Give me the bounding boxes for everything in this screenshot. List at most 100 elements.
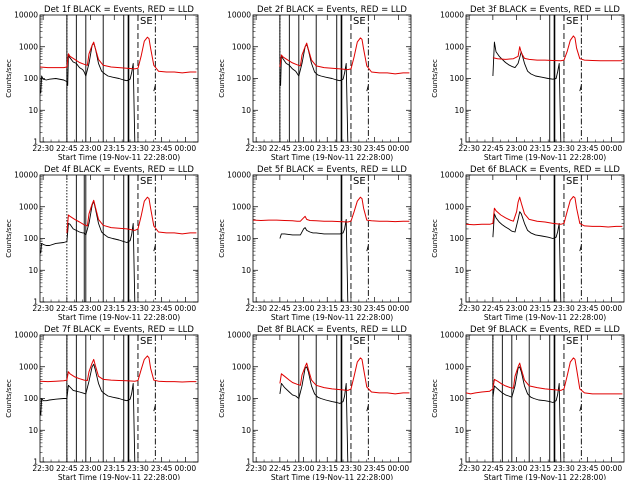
x-tick-label: 23:15 <box>103 464 125 473</box>
y-tick-label: 10000 <box>14 171 38 180</box>
marker-label-end: E <box>146 16 152 27</box>
y-tick-label: 10000 <box>14 331 38 340</box>
y-tick-label: 10000 <box>440 11 464 20</box>
chart-panel: Det 3f BLACK = Events, RED = LLD 1 10 100 10… <box>431 5 625 162</box>
y-axis-label: Counts/sec <box>218 379 226 418</box>
series-line-lld <box>492 35 623 62</box>
y-tick-label: 1 <box>459 298 464 307</box>
x-tick-label: 22:30 <box>458 304 480 313</box>
x-tick-label: 00:00 <box>175 304 197 313</box>
y-tick-label: 1 <box>246 298 251 307</box>
marker-label-end: E <box>359 176 365 187</box>
series-line-events <box>40 42 156 142</box>
y-tick-label: 1000 <box>445 362 464 371</box>
x-tick-label: 22:45 <box>269 144 291 153</box>
y-tick-label: 10 <box>241 106 251 115</box>
x-tick-label: 23:00 <box>80 464 102 473</box>
y-tick-label: 10 <box>454 266 464 275</box>
x-tick-label: 23:30 <box>340 144 362 153</box>
y-tick-label: 1 <box>246 458 251 467</box>
chart-panel: Det 7f BLACK = Events, RED = LLD 1 10 100 10… <box>5 325 199 480</box>
x-tick-label: 23:30 <box>340 304 362 313</box>
y-tick-label: 100 <box>450 74 465 83</box>
x-tick-label: 00:00 <box>601 464 623 473</box>
series-line-lld <box>279 357 410 395</box>
panel-title: Det 9f BLACK = Events, RED = LLD <box>470 325 620 335</box>
marker-label-start: S <box>566 176 572 187</box>
marker-label-start: S <box>353 16 359 27</box>
x-tick-label: 23:15 <box>103 304 125 313</box>
panel-title: Det 6f BLACK = Events, RED = LLD <box>470 165 620 175</box>
panel-title: Det 4f BLACK = Events, RED = LLD <box>44 165 194 175</box>
y-tick-label: 10000 <box>227 11 251 20</box>
series-line-events <box>492 211 582 302</box>
x-axis-label: Start Time (19-Nov-11 22:28:00) <box>58 473 180 480</box>
x-tick-label: 23:45 <box>577 144 599 153</box>
vertical-markers <box>66 175 156 302</box>
x-axis-label: Start Time (19-Nov-11 22:28:00) <box>58 313 180 322</box>
x-tick-label: 23:15 <box>316 144 338 153</box>
x-tick-label: 22:45 <box>56 144 78 153</box>
x-tick-label: 22:45 <box>56 464 78 473</box>
x-tick-label: 00:00 <box>388 464 410 473</box>
series-line-lld <box>40 36 197 74</box>
y-tick-label: 1000 <box>232 362 251 371</box>
chart-panel: Det 9f BLACK = Events, RED = LLD 1 10 100 10… <box>431 325 625 480</box>
x-tick-label: 22:30 <box>458 144 480 153</box>
x-tick-label: 23:45 <box>151 464 173 473</box>
x-axis-label: Start Time (19-Nov-11 22:28:00) <box>484 313 606 322</box>
series-line-events <box>492 41 582 142</box>
x-tick-label: 23:30 <box>340 464 362 473</box>
y-tick-label: 100 <box>237 74 252 83</box>
y-tick-label: 100 <box>450 394 465 403</box>
x-axis-label: Start Time (19-Nov-11 22:28:00) <box>271 473 393 480</box>
series-line-lld <box>253 196 410 223</box>
y-tick-label: 10 <box>454 426 464 435</box>
series-line-lld <box>66 196 197 235</box>
marker-label-end: E <box>146 176 152 187</box>
marker-label-end: E <box>572 16 578 27</box>
y-axis-label: Counts/sec <box>431 59 439 98</box>
marker-label-start: S <box>566 336 572 347</box>
y-tick-label: 10000 <box>227 331 251 340</box>
chart-panel: Det 8f BLACK = Events, RED = LLD 1 10 100 10… <box>218 325 412 480</box>
vertical-markers <box>279 15 369 142</box>
y-tick-label: 100 <box>237 394 252 403</box>
panel-title: Det 2f BLACK = Events, RED = LLD <box>257 5 407 15</box>
series-line-events <box>279 366 369 462</box>
chart-panel: Det 1f BLACK = Events, RED = LLD 1 10 100 10… <box>5 5 199 162</box>
series-group <box>253 196 410 302</box>
series-line-events <box>40 200 156 302</box>
x-tick-label: 23:45 <box>151 144 173 153</box>
y-axis-label: Counts/sec <box>218 219 226 258</box>
x-tick-label: 22:30 <box>32 464 54 473</box>
x-tick-label: 23:00 <box>506 304 528 313</box>
x-tick-label: 00:00 <box>601 144 623 153</box>
y-tick-label: 10 <box>454 106 464 115</box>
y-axis-label: Counts/sec <box>5 59 13 98</box>
y-tick-label: 10000 <box>14 11 38 20</box>
x-tick-label: 23:45 <box>151 304 173 313</box>
y-tick-label: 1 <box>459 458 464 467</box>
y-tick-label: 10000 <box>227 171 251 180</box>
y-tick-label: 100 <box>24 234 39 243</box>
x-tick-label: 00:00 <box>388 144 410 153</box>
x-axis-label: Start Time (19-Nov-11 22:28:00) <box>271 313 393 322</box>
marker-label-end: E <box>359 336 365 347</box>
x-tick-label: 23:45 <box>577 304 599 313</box>
series-group <box>40 196 197 302</box>
vertical-markers <box>340 175 369 302</box>
panel-grid: Det 1f BLACK = Events, RED = LLD11010010… <box>5 5 625 480</box>
y-tick-label: 10 <box>28 426 38 435</box>
panel-title: Det 8f BLACK = Events, RED = LLD <box>257 325 407 335</box>
x-tick-label: 00:00 <box>175 144 197 153</box>
y-tick-label: 1000 <box>232 202 251 211</box>
x-tick-label: 23:45 <box>577 464 599 473</box>
x-tick-label: 23:15 <box>316 304 338 313</box>
x-tick-label: 23:00 <box>506 144 528 153</box>
vertical-markers <box>66 15 156 142</box>
x-tick-label: 22:45 <box>482 464 504 473</box>
x-tick-label: 22:30 <box>245 304 267 313</box>
